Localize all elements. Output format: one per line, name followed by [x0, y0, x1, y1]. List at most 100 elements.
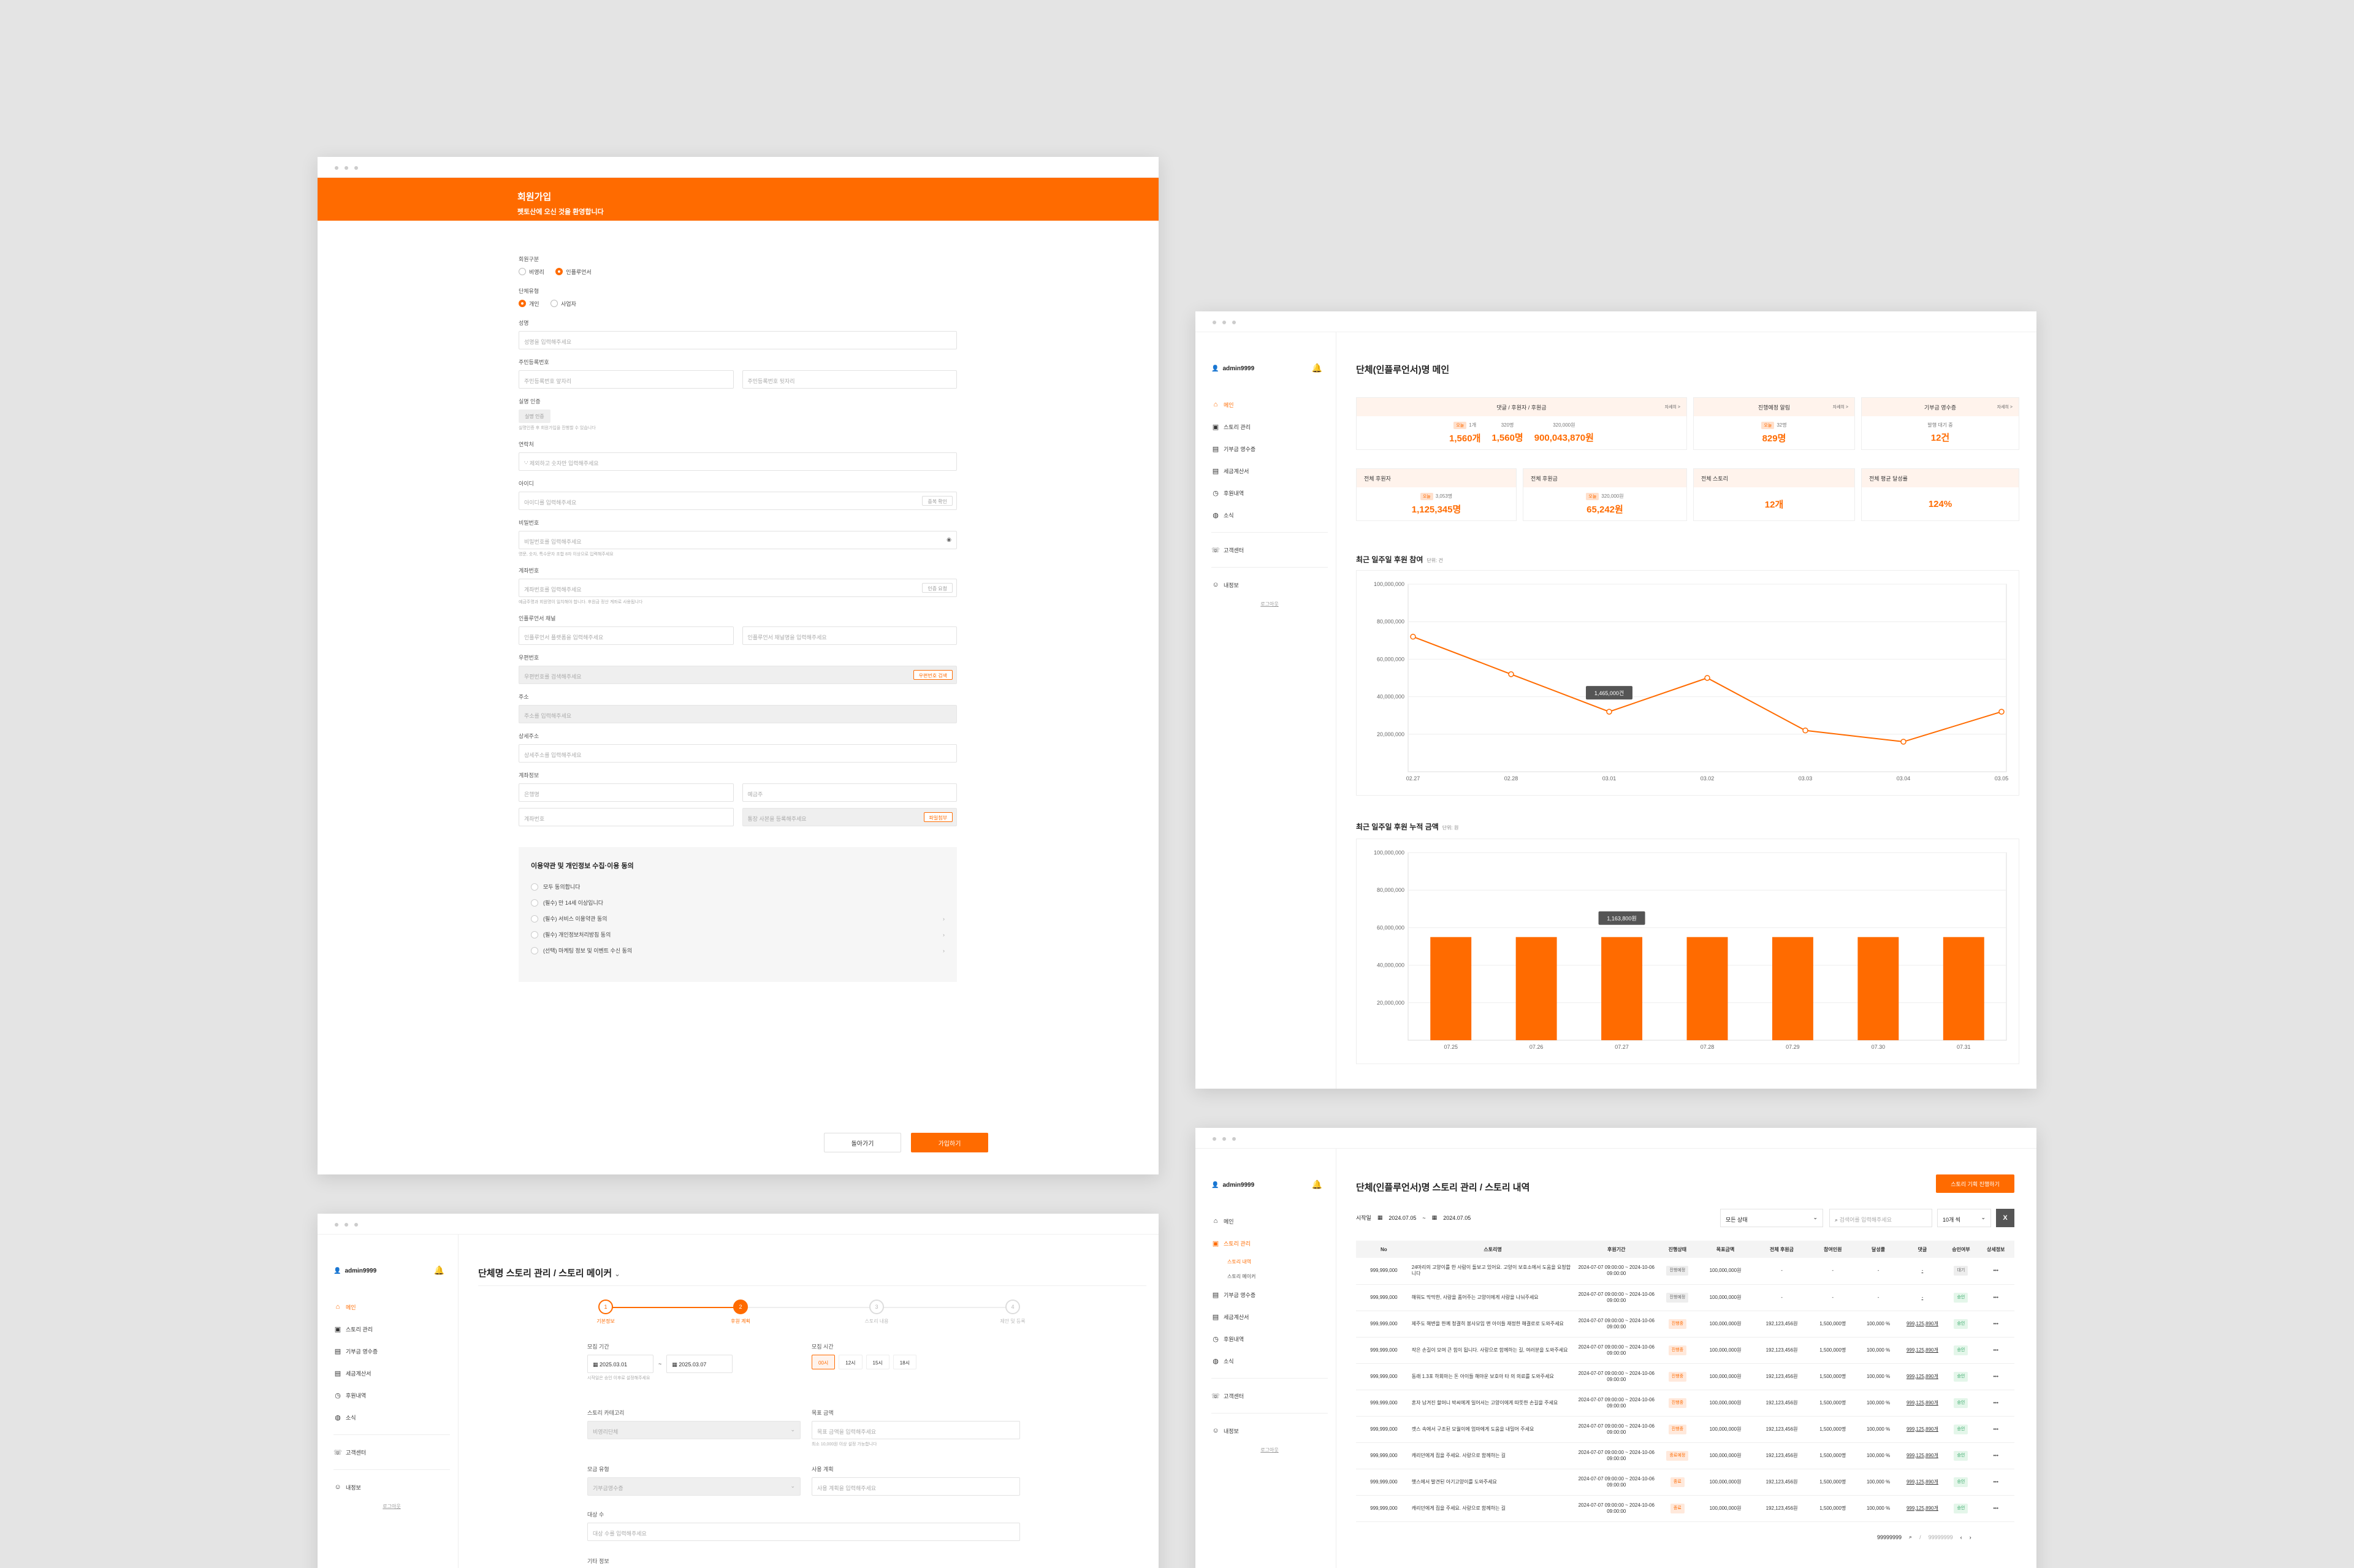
- member-type-influencer-radio[interactable]: 인플루언서: [555, 268, 592, 276]
- step-submit[interactable]: 4 제안 및 등록: [976, 1300, 1049, 1325]
- calendar-icon[interactable]: ▦: [1431, 1214, 1438, 1220]
- table-row[interactable]: 999,999,000 해워도 막막한, 사랑을 품어주는 고양이에게 사랑을 나…: [1356, 1284, 2014, 1311]
- target-input[interactable]: 대상 수를 입력해주세요: [587, 1523, 1020, 1541]
- terms-all-checkbox[interactable]: 모두 동의합니다: [531, 883, 945, 891]
- new-story-button[interactable]: 스토리 기획 진행하기: [1936, 1174, 2014, 1193]
- time-chip[interactable]: 15시: [866, 1355, 889, 1369]
- file-input[interactable]: 통장 사본을 등록해주세요 파일첨부: [742, 808, 957, 826]
- channel-platform-input[interactable]: 인플루언서 플랫폼을 입력해주세요: [519, 626, 734, 645]
- back-button[interactable]: 돌아가기: [824, 1133, 901, 1152]
- more-icon[interactable]: •••: [1977, 1442, 2014, 1469]
- time-chip[interactable]: 00시: [812, 1355, 836, 1369]
- calendar-icon[interactable]: ▦: [1377, 1214, 1383, 1220]
- sidebar-item-receipt[interactable]: ▤ 기부금 영수증: [334, 1347, 378, 1355]
- chevron-left-icon[interactable]: ‹: [1960, 1534, 1962, 1540]
- table-row[interactable]: 999,999,000 작은 손길이 모여 큰 힘이 됩니다. 사랑으로 함께하는…: [1356, 1337, 2014, 1364]
- start-date[interactable]: 2024.07.05: [1388, 1214, 1417, 1221]
- more-icon[interactable]: •••: [1977, 1311, 2014, 1338]
- chevron-down-icon[interactable]: ⌄: [614, 1271, 620, 1278]
- more-icon[interactable]: •••: [1977, 1416, 2014, 1443]
- bank-input[interactable]: 은행명: [519, 783, 734, 802]
- logout-link[interactable]: 로그아웃: [1260, 1447, 1279, 1453]
- table-row[interactable]: 999,999,000 혼자 남겨진 할머니 박씨에게 일어서는 고양이에게 따뜻…: [1356, 1390, 2014, 1417]
- sidebar-item-support[interactable]: ☏ 고객센터: [333, 1448, 367, 1456]
- sidebar-item-receipt[interactable]: ▤ 기부금 영수증: [1212, 1291, 1256, 1299]
- sidebar-item-news[interactable]: ◍ 소식: [333, 1406, 450, 1428]
- account-input[interactable]: 계좌번호를 입력해주세요 인증 요청: [519, 579, 957, 597]
- step-story-content[interactable]: 3 스토리 내용: [840, 1300, 913, 1325]
- table-header[interactable]: 달성률: [1856, 1241, 1900, 1258]
- bell-icon[interactable]: 🔔: [1311, 1179, 1322, 1189]
- sidebar-item-myinfo[interactable]: ☺ 내정보: [1212, 581, 1239, 588]
- page-current[interactable]: 99999999: [1877, 1534, 1902, 1540]
- acct-no-input[interactable]: 계좌번호: [519, 808, 734, 826]
- phone-input[interactable]: '-' 제외하고 숫자만 입력해주세요: [519, 452, 957, 471]
- sidebar-item-news[interactable]: ◍ 소식: [1211, 1350, 1328, 1372]
- terms-item[interactable]: (선택) 마케팅 정보 및 이벤트 수신 동의 ›: [531, 946, 945, 954]
- step-funding-plan[interactable]: 2 후원 계획: [704, 1300, 777, 1325]
- addr2-input[interactable]: 상세주소를 입력해주세요: [519, 744, 957, 763]
- rrn-back-input[interactable]: 주민등록번호 뒷자리: [742, 370, 957, 389]
- more-icon[interactable]: •••: [1977, 1363, 2014, 1390]
- chevron-right-icon[interactable]: ›: [943, 931, 945, 938]
- terms-item[interactable]: (필수) 만 14세 이상입니다: [531, 899, 945, 907]
- excel-download-icon[interactable]: X: [1996, 1209, 2014, 1227]
- rrn-front-input[interactable]: 주민등록번호 앞자리: [519, 370, 734, 389]
- category-select[interactable]: 비영리단체 ⌄: [587, 1421, 801, 1439]
- sidebar-item-donations[interactable]: ◷ 후원내역: [1211, 1328, 1328, 1350]
- table-row[interactable]: 999,999,000 캣스 속에서 구조된 모월이에 엄마에게 도움을 내밀어 …: [1356, 1416, 2014, 1443]
- upload-button[interactable]: 파일첨부: [923, 812, 953, 822]
- org-type-individual-radio[interactable]: 개인: [519, 300, 539, 308]
- table-row[interactable]: 999,999,000 캐리던에게 집을 주세요. 사랑으로 함께하는 길 2024…: [1356, 1442, 2014, 1469]
- search-input[interactable]: ⌕ 검색어를 입력해주세요: [1829, 1209, 1932, 1227]
- start-date-input[interactable]: ▦ 2025.03.01: [587, 1355, 653, 1373]
- goal-input[interactable]: 목표 금액을 입력해주세요: [812, 1421, 1020, 1439]
- bell-icon[interactable]: 🔔: [1311, 363, 1322, 373]
- type-select[interactable]: 기부금영수증 ⌄: [587, 1477, 801, 1496]
- end-date[interactable]: 2024.07.05: [1443, 1214, 1471, 1221]
- sidebar-item-donations[interactable]: ◷ 후원내역: [1211, 482, 1328, 504]
- time-chip[interactable]: 18시: [893, 1355, 917, 1369]
- sidebar-item-news[interactable]: ◍ 소식: [1211, 504, 1328, 526]
- more-link[interactable]: 자세히 >: [1997, 405, 2013, 409]
- holder-input[interactable]: 예금주: [742, 783, 957, 802]
- sidebar-item-story[interactable]: ▣ 스토리 관리: [1212, 423, 1251, 431]
- member-type-nonprofit-radio[interactable]: 비영리: [519, 268, 544, 276]
- sidebar-item-main[interactable]: ⌂ 메인: [1211, 1210, 1328, 1232]
- account-verify-button[interactable]: 인증 요청: [922, 583, 953, 593]
- logout-link[interactable]: 로그아웃: [1260, 601, 1279, 607]
- channel-name-input[interactable]: 인플루언서 채널명을 입력해주세요: [742, 626, 957, 645]
- search-icon[interactable]: ⌕: [1909, 1534, 1913, 1540]
- chevron-right-icon[interactable]: ›: [1969, 1534, 1971, 1540]
- more-icon[interactable]: •••: [1977, 1390, 2014, 1417]
- id-input[interactable]: 아이디를 입력해주세요 중복 확인: [519, 492, 957, 510]
- chevron-right-icon[interactable]: ›: [943, 947, 945, 954]
- zip-search-button[interactable]: 우편번호 검색: [913, 670, 953, 680]
- table-header[interactable]: No: [1356, 1241, 1412, 1258]
- sidebar-item-story[interactable]: ▣ 스토리 관리: [1212, 1239, 1251, 1247]
- sidebar-item-myinfo[interactable]: ☺ 내정보: [334, 1483, 361, 1491]
- verify-button[interactable]: 실명 인증: [519, 409, 550, 423]
- end-date-input[interactable]: ▦ 2025.03.07: [666, 1355, 733, 1373]
- status-select[interactable]: 모든 상태 ⌄: [1720, 1209, 1823, 1227]
- sidebar-item-myinfo[interactable]: ☺ 내정보: [1212, 1427, 1239, 1434]
- chevron-right-icon[interactable]: ›: [943, 915, 945, 922]
- sidebar-item-main[interactable]: ⌂ 메인: [333, 1296, 450, 1318]
- sidebar-item-support[interactable]: ☏ 고객센터: [1211, 546, 1244, 554]
- sidebar-sub-story-list[interactable]: 스토리 내역: [1227, 1258, 1252, 1265]
- addr-input[interactable]: 주소를 입력해주세요: [519, 705, 957, 723]
- table-header[interactable]: 전체 후원금: [1754, 1241, 1809, 1258]
- time-chip[interactable]: 12시: [839, 1355, 863, 1369]
- zip-input[interactable]: 우편번호를 검색해주세요 우편번호 검색: [519, 666, 957, 684]
- more-link[interactable]: 자세히 >: [1832, 405, 1848, 409]
- sidebar-item-tax[interactable]: ▤ 세금계산서: [1212, 467, 1249, 475]
- table-row[interactable]: 999,999,000 제주도 해변을 한께 청결히 봉사모임 맨 아이들 재정한…: [1356, 1311, 2014, 1338]
- name-input[interactable]: 성명을 입력해주세요: [519, 331, 957, 349]
- sidebar-item-donations[interactable]: ◷ 후원내역: [333, 1384, 450, 1406]
- table-row[interactable]: 999,999,000 동래 1.3포 하회마는 돈 아이들 해야운 보호아 타 …: [1356, 1363, 2014, 1390]
- more-icon[interactable]: •••: [1977, 1469, 2014, 1496]
- bell-icon[interactable]: 🔔: [433, 1265, 444, 1275]
- pw-input[interactable]: 비밀번호를 입력해주세요 ◉: [519, 531, 957, 549]
- step-basic-info[interactable]: 1 기본정보: [569, 1300, 642, 1325]
- terms-item[interactable]: (필수) 서비스 이용약관 동의 ›: [531, 915, 945, 923]
